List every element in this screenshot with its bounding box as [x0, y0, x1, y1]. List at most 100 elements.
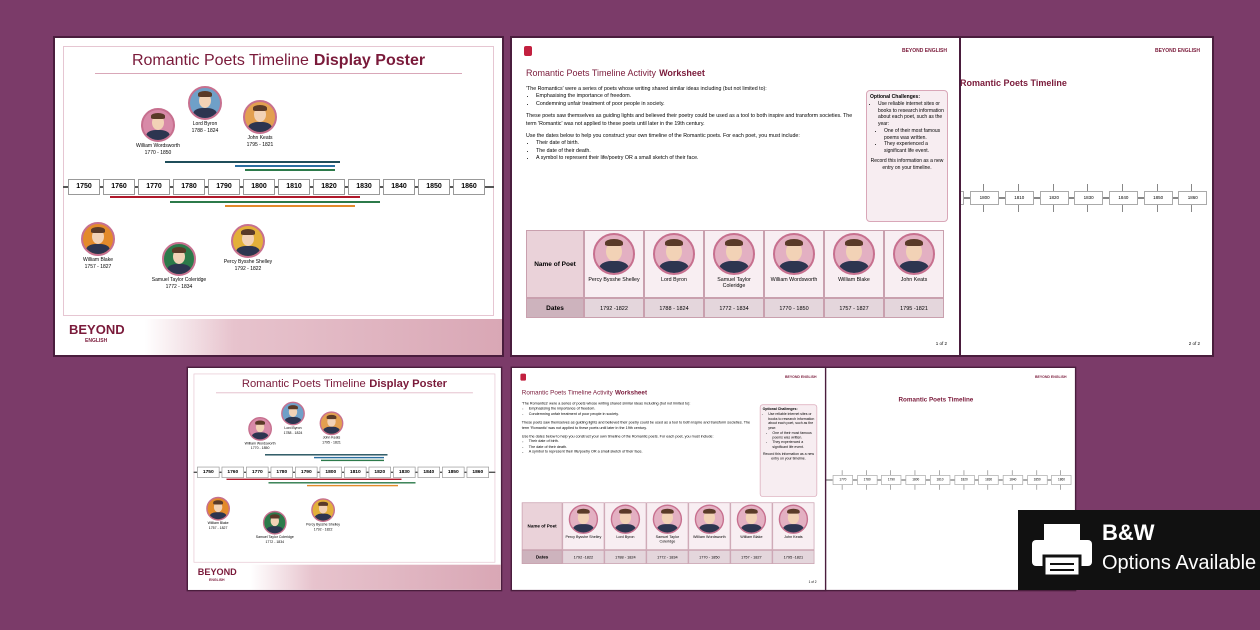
challenge: Use reliable internet sites or books to … — [878, 101, 944, 128]
portrait-face — [906, 241, 922, 261]
printer-icon — [1032, 524, 1092, 578]
portrait-hair — [326, 414, 337, 420]
portrait — [243, 100, 277, 134]
frame — [63, 46, 494, 316]
poet-name: Percy Bysshe Shelley — [223, 259, 273, 265]
portrait — [188, 86, 222, 120]
poet-dates: 1788 - 1824 — [283, 431, 303, 436]
poet-name: Lord Byron — [284, 426, 302, 431]
portrait-coat — [314, 513, 332, 521]
poet-name: John Keats — [322, 435, 341, 441]
poet-name: William Wordsworth — [244, 441, 276, 446]
year-box: 1830 — [1074, 191, 1104, 205]
year-box: 1850 — [418, 179, 450, 195]
portrait-face — [327, 416, 336, 428]
portrait-coat — [86, 244, 110, 254]
poet-dates: 1772 - 1834 — [265, 540, 285, 545]
portrait-face — [152, 115, 164, 131]
poster-title: Romantic Poets Timeline Display Poster — [188, 378, 501, 391]
portrait-hair — [664, 238, 684, 247]
bullet: Their date of birth. — [529, 440, 753, 445]
life-bar — [225, 205, 355, 207]
worksheet-title: Romantic Poets Timeline Activity Workshee… — [526, 68, 705, 78]
bullet-list: Their date of birth.The date of their de… — [526, 140, 856, 162]
portrait-hair — [787, 508, 800, 514]
paragraph: 'The Romantics' were a series of poets w… — [526, 86, 767, 92]
badge-title: B&W — [1102, 520, 1155, 545]
portrait-coat — [656, 523, 679, 533]
portrait-face — [578, 510, 589, 524]
portrait-hair — [745, 508, 758, 514]
bullet: Condemning unfair treatment of poor peop… — [529, 412, 753, 417]
year-box: 1810 — [929, 475, 951, 485]
paragraph: Use the dates below to help you construc… — [526, 133, 800, 140]
life-bar — [110, 196, 360, 198]
year-box: 1810 — [344, 466, 367, 478]
page-number: 1 of 2 — [935, 341, 947, 346]
year-box: 1760 — [221, 466, 244, 478]
portrait — [610, 504, 641, 534]
portrait-face — [786, 241, 802, 261]
portrait-coat — [251, 432, 269, 440]
date-cell: 1795 -1821 — [772, 550, 815, 564]
portrait-hair — [90, 227, 106, 233]
portrait-face — [255, 422, 265, 433]
life-bar — [307, 484, 398, 487]
date-cell: 1788 - 1824 — [604, 550, 647, 564]
logo — [520, 373, 526, 381]
portrait-face — [92, 229, 104, 245]
poet-dates: 1795 - 1821 — [246, 142, 274, 148]
title-text: Romantic Poets Timeline — [241, 377, 366, 390]
challenge: Use reliable internet sites or books to … — [768, 412, 814, 431]
portrait-face — [620, 510, 631, 524]
portrait-hair — [252, 105, 268, 111]
year-box: 1850 — [1027, 475, 1048, 485]
portrait — [893, 233, 935, 275]
poster: Romantic Poets Timeline Display Poster 175… — [188, 368, 501, 590]
life-bar — [235, 165, 335, 167]
portrait — [568, 504, 599, 534]
portrait — [319, 411, 344, 436]
portrait-hair — [240, 229, 256, 235]
portrait-coat — [838, 260, 870, 273]
portrait — [833, 233, 875, 275]
brand: BEYOND ENGLISH — [784, 375, 817, 380]
portrait-hair — [171, 247, 187, 253]
challenges-heading: Optional Challenges: — [870, 94, 921, 100]
date-cell: 1770 - 1850 — [688, 550, 731, 564]
date-cell: 1772 - 1834 — [646, 550, 689, 564]
year-box: 1860 — [1178, 191, 1208, 205]
portrait — [141, 108, 175, 142]
bullet: The date of their death. — [536, 148, 856, 155]
poet-name: William Wordsworth — [770, 277, 818, 283]
bullet: Their date of birth. — [536, 140, 856, 147]
portrait-hair — [255, 420, 266, 425]
poet-dates: 1770 - 1850 — [144, 150, 172, 156]
portrait-hair — [844, 238, 864, 247]
portrait-coat — [236, 246, 260, 256]
footer-band — [188, 564, 501, 590]
paragraph: Use the dates below to help you construc… — [521, 434, 714, 439]
portrait-face — [606, 241, 622, 261]
year-box: 1790 — [208, 179, 240, 195]
challenges-note: Record this information as a new entry o… — [870, 157, 944, 171]
portrait-coat — [146, 130, 170, 140]
life-bar — [265, 454, 388, 456]
portrait — [231, 224, 265, 258]
brand: BEYOND — [197, 566, 237, 578]
poet-name: William Blake — [740, 535, 763, 540]
life-bar — [165, 161, 340, 163]
portrait — [694, 504, 725, 534]
challenges-note: Record this information as a new entry o… — [763, 451, 814, 461]
year-box: 1760 — [103, 179, 135, 195]
date-cell: 1770 - 1850 — [764, 298, 824, 318]
portrait-coat — [193, 108, 217, 118]
portrait — [778, 504, 809, 534]
portrait-face — [846, 241, 862, 261]
poet-name: Percy Bysshe Shelley — [588, 277, 640, 283]
challenges-heading: Optional Challenges: — [762, 407, 798, 412]
portrait — [311, 498, 335, 522]
year-box: 1850 — [442, 466, 465, 478]
year-box: 1770 — [832, 475, 853, 485]
portrait — [773, 233, 815, 275]
